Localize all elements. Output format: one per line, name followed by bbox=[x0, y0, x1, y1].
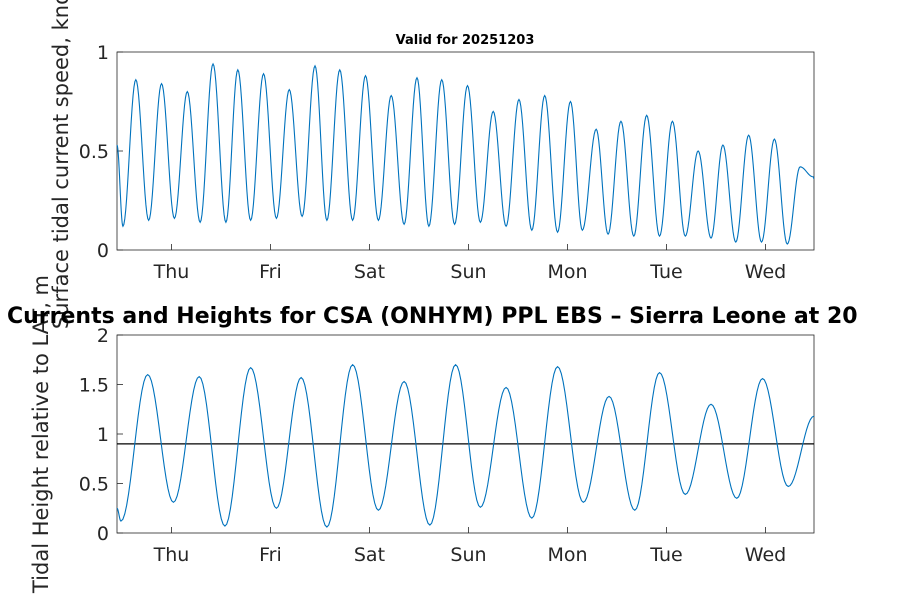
x-tick-label-sun: Sun bbox=[450, 544, 486, 566]
x-tick-label-fri: Fri bbox=[259, 544, 282, 566]
current-speed-title: Valid for 20251203 bbox=[396, 33, 535, 48]
x-tick-label-fri: Fri bbox=[259, 261, 282, 283]
x-tick-label-mon: Mon bbox=[547, 261, 587, 283]
x-tick-label-mon: Mon bbox=[547, 544, 587, 566]
y-tick-label: 1 bbox=[97, 42, 109, 64]
x-tick-label-tue: Tue bbox=[649, 544, 682, 566]
y-tick-label: 0.5 bbox=[79, 474, 109, 496]
tidal-height-panel: Tidal Height relative to LAT, m 0 0.5 1 1.5… bbox=[29, 275, 815, 594]
tidal-height-plot-area bbox=[116, 334, 815, 534]
y-tick-label: 2 bbox=[97, 325, 109, 347]
current-speed-panel: Valid for 20251203 Surface tidal current… bbox=[49, 0, 815, 329]
y-tick-label: 0 bbox=[97, 523, 109, 545]
y-tick-label: 0 bbox=[97, 240, 109, 262]
current-speed-y-axis-label: Surface tidal current speed, knots bbox=[49, 0, 73, 329]
figure-main-title: Currents and Heights for CSA (ONHYM) PPL… bbox=[7, 304, 858, 329]
x-tick-label-thu: Thu bbox=[153, 544, 190, 566]
current-speed-plot-area bbox=[116, 51, 815, 251]
x-tick-label-thu: Thu bbox=[153, 261, 190, 283]
y-tick-label: 0.5 bbox=[79, 141, 109, 163]
current-speed-ticks: 0 0.5 1 Thu Fri Sat Sun Mon Tue Wed bbox=[79, 42, 786, 283]
x-tick-label-sun: Sun bbox=[450, 261, 486, 283]
x-tick-label-sat: Sat bbox=[354, 261, 385, 283]
x-tick-label-tue: Tue bbox=[649, 261, 682, 283]
current-speed-line bbox=[116, 62, 815, 245]
y-tick-label: 1 bbox=[97, 424, 109, 446]
tidal-height-line bbox=[116, 363, 815, 528]
x-tick-label-sat: Sat bbox=[354, 544, 385, 566]
tidal-height-y-axis-label: Tidal Height relative to LAT, m bbox=[29, 275, 53, 594]
x-tick-label-wed: Wed bbox=[745, 261, 786, 283]
x-tick-label-wed: Wed bbox=[745, 544, 786, 566]
y-tick-label: 1.5 bbox=[79, 375, 109, 397]
tidal-height-ticks: 0 0.5 1 1.5 2 Thu Fri Sat Sun Mon Tue Wed bbox=[79, 325, 786, 566]
